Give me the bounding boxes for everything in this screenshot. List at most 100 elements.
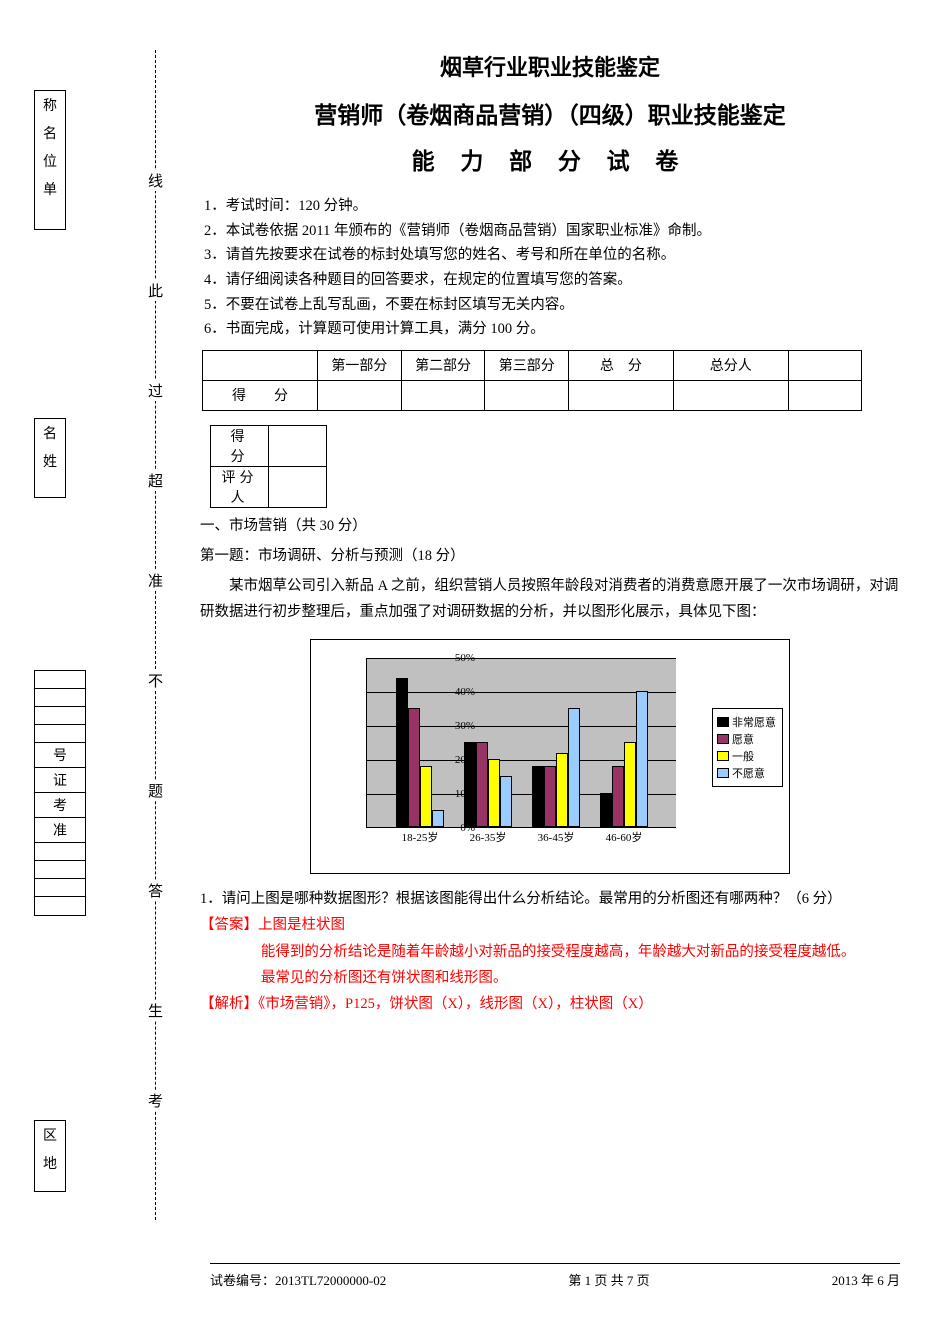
binding-dashed-line (155, 50, 156, 1220)
side-char: 地 (43, 1149, 57, 1177)
side-char: 姓 (43, 447, 57, 475)
chart-bar (476, 742, 488, 827)
answer-line: 最常见的分析图还有饼状图和线形图。 (261, 965, 900, 991)
main-content: 烟草行业职业技能鉴定 营销师（卷烟商品营销）（四级）职业技能鉴定 能 力 部 分… (200, 50, 900, 1017)
grid-row (35, 843, 85, 861)
table-cell: 第三部分 (485, 350, 569, 380)
side-char: 考 (53, 793, 67, 817)
table-cell (788, 380, 861, 410)
table-cell (485, 380, 569, 410)
side-box-name: 名 姓 (34, 418, 66, 498)
table-cell: 得 分 (203, 380, 318, 410)
chart-ytick: 10% (443, 788, 475, 800)
question-1-text: 1．请问上图是哪种数据图形？根据该图能得出什么分析结论。最常用的分析图还有哪两种… (200, 886, 900, 912)
side-char: 单 (43, 175, 57, 203)
binding-char: 过 (148, 380, 163, 401)
answer-text: 上图是柱状图 (258, 917, 345, 933)
side-char: 名 (43, 419, 57, 447)
chart-bar (600, 793, 612, 827)
binding-char: 考 (148, 1090, 163, 1111)
chart-bar (636, 691, 648, 827)
legend-item: 非常愿意 (717, 714, 776, 730)
table-cell: 评分人 (211, 466, 269, 507)
exam-page: 称 名 位 单 名 姓 号 证 考 准 区 地 烟草行业职业技能鉴定 营销师（卷… (0, 0, 945, 1337)
table-cell: 第一部分 (318, 350, 402, 380)
instruction-item: 3．请首先按要求在试卷的标封处填写您的姓名、考号和所在单位的名称。 (204, 243, 900, 268)
table-cell: 第二部分 (401, 350, 485, 380)
binding-char: 准 (148, 570, 163, 591)
chart-ytick: 0% (443, 822, 475, 834)
legend-item: 不愿意 (717, 765, 776, 781)
instruction-item: 6．书面完成，计算题可使用计算工具，满分 100 分。 (204, 317, 900, 342)
chart-gridline (367, 692, 676, 693)
table-row: 得 分 (203, 380, 862, 410)
legend-item: 愿意 (717, 731, 776, 747)
binding-char: 生 (148, 1000, 163, 1021)
table-row: 评分人 (211, 466, 327, 507)
table-row: 得 分 (211, 425, 327, 466)
table-cell (788, 350, 861, 380)
instruction-item: 5．不要在试卷上乱写乱画，不要在标封区填写无关内容。 (204, 293, 900, 318)
chart-gridline (367, 658, 676, 659)
grid-row (35, 897, 85, 915)
score-table-main: 第一部分 第二部分 第三部分 总 分 总分人 得 分 (202, 350, 862, 411)
chart-bar (544, 766, 556, 827)
chart-bar (612, 766, 624, 827)
table-cell (673, 380, 788, 410)
section-1-title: 一、市场营销（共 30 分） (200, 514, 900, 539)
table-row: 第一部分 第二部分 第三部分 总 分 总分人 (203, 350, 862, 380)
legend-swatch (717, 768, 729, 778)
grid-row: 证 (35, 768, 85, 793)
binding-char: 题 (148, 780, 163, 801)
table-cell (318, 380, 402, 410)
side-char: 区 (43, 1121, 57, 1149)
chart-bar (624, 742, 636, 827)
header-line2: 营销师（卷烟商品营销）（四级）职业技能鉴定 (200, 96, 900, 130)
footer-right: 2013 年 6 月 (832, 1270, 900, 1289)
answer-label: 【答案】 (200, 917, 258, 933)
chart-ytick: 50% (443, 652, 475, 664)
answer-line: 【答案】上图是柱状图 (200, 912, 900, 938)
chart-bar (556, 753, 568, 828)
side-char: 名 (43, 119, 57, 147)
explain-label: 【解析】 (200, 996, 258, 1012)
grid-row (35, 671, 85, 689)
side-char: 称 (43, 91, 57, 119)
binding-char: 此 (148, 280, 163, 301)
binding-char: 线 (148, 170, 163, 191)
grid-row (35, 707, 85, 725)
legend-swatch (717, 734, 729, 744)
question-1-para: 某市烟草公司引入新品 A 之前，组织营销人员按照年龄段对消费者的消费意愿开展了一… (200, 573, 900, 625)
grid-row (35, 689, 85, 707)
question-1-head: 第一题：市场调研、分析与预测（18 分） (200, 544, 900, 569)
instruction-item: 1．考试时间：120 分钟。 (204, 194, 900, 219)
grid-row (35, 879, 85, 897)
answer-line: 能得到的分析结论是随着年龄越小对新品的接受程度越高，年龄越大对新品的接受程度越低… (261, 939, 900, 965)
chart-bar (500, 776, 512, 827)
chart-ytick: 30% (443, 720, 475, 732)
side-char: 位 (43, 147, 57, 175)
table-cell (569, 380, 674, 410)
grid-row: 准 (35, 818, 85, 843)
score-table-small: 得 分 评分人 (210, 425, 327, 508)
grid-row: 号 (35, 743, 85, 768)
header-line3: 能 力 部 分 试 卷 (200, 142, 900, 176)
chart-legend: 非常愿意愿意一般不愿意 (712, 708, 783, 787)
chart-ytick: 40% (443, 686, 475, 698)
chart-ytick: 20% (443, 754, 475, 766)
binding-char: 超 (148, 470, 163, 491)
chart-bar (568, 708, 580, 827)
side-box-area: 区 地 (34, 1120, 66, 1192)
header-line1: 烟草行业职业技能鉴定 (200, 50, 900, 82)
grid-row (35, 725, 85, 743)
explain-text: 《市场营销》，P125，饼状图（X），线形图（X），柱状图（X） (258, 996, 653, 1012)
explain-line: 【解析】《市场营销》，P125，饼状图（X），线形图（X），柱状图（X） (200, 991, 900, 1017)
binding-char: 答 (148, 880, 163, 901)
legend-label: 非常愿意 (732, 714, 776, 730)
side-char: 准 (53, 818, 67, 842)
chart-bar (408, 708, 420, 827)
table-cell: 总分人 (673, 350, 788, 380)
page-footer: 试卷编号：2013TL72000000-02 第 1 页 共 7 页 2013 … (210, 1263, 900, 1289)
answer-block: 【答案】上图是柱状图 能得到的分析结论是随着年龄越小对新品的接受程度越高，年龄越… (200, 912, 900, 1016)
table-cell (401, 380, 485, 410)
